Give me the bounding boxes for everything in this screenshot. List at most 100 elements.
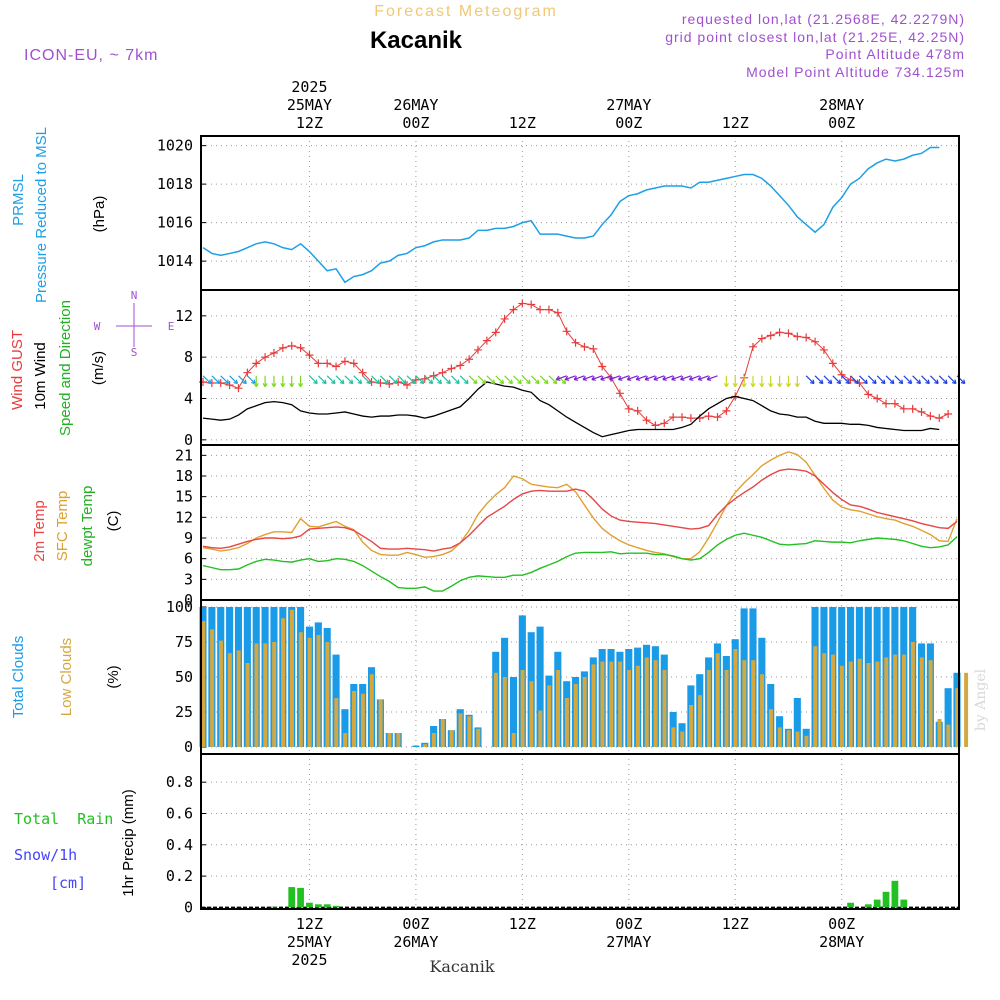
rain-bar xyxy=(297,887,304,908)
wind-arrow-head xyxy=(455,379,460,385)
rain-bar xyxy=(873,899,881,908)
top-time-label: 12Z xyxy=(296,114,323,132)
wind-arrow-head xyxy=(564,376,570,381)
low-cloud-bar xyxy=(476,728,481,747)
y-tick-label: 0.2 xyxy=(166,867,193,885)
gust-marker xyxy=(775,328,784,337)
low-cloud-bar xyxy=(352,691,357,747)
wind-arrow-head xyxy=(609,376,614,381)
gust-marker xyxy=(314,359,323,368)
wind-arrow-head xyxy=(925,379,930,385)
wind-direction-arrow xyxy=(442,375,451,384)
low-cloud-bar xyxy=(591,664,596,747)
bottom-time-label: 12Z xyxy=(296,915,323,933)
low-cloud-bar xyxy=(227,653,232,747)
wind-arrow-head xyxy=(827,379,833,385)
wind-direction-arrow xyxy=(947,375,957,384)
gust-marker xyxy=(527,300,536,309)
wind-arrow-head xyxy=(262,383,268,388)
gust-marker xyxy=(793,332,802,341)
low-cloud-bar xyxy=(937,719,942,747)
bottom-time-label: 12Z xyxy=(722,915,749,933)
low-cloud-bar xyxy=(298,632,303,747)
wind-arrow-head xyxy=(508,379,513,385)
low-cloud-bar xyxy=(955,688,960,747)
gust-marker xyxy=(403,381,412,390)
wind-direction-arrow xyxy=(823,375,833,384)
y-tick-label: 0 xyxy=(184,738,193,756)
low-cloud-bar xyxy=(839,665,844,747)
wind-direction-arrow xyxy=(424,375,433,384)
rain-label: Total Rain xyxy=(14,810,113,828)
gust-marker xyxy=(518,299,527,308)
wind-arrow-head xyxy=(626,376,632,381)
wind-direction-arrow xyxy=(600,375,612,381)
gust-marker xyxy=(598,362,607,371)
low-cloud-bar xyxy=(893,654,898,747)
gust-marker xyxy=(864,390,873,399)
low-cloud-bar xyxy=(582,677,587,747)
wind-arrow-head xyxy=(215,379,221,385)
wind-10m-line xyxy=(202,381,940,438)
gust-marker xyxy=(536,305,545,314)
wind-direction-arrow xyxy=(671,375,683,381)
wind-arrow-head xyxy=(898,379,904,385)
wind-arrow-head xyxy=(706,376,712,381)
gust-marker xyxy=(438,368,447,377)
low-cloud-bar xyxy=(919,657,924,747)
wind-direction-arrow xyxy=(379,375,389,384)
wind-arrow-head xyxy=(517,379,522,385)
low-cloud-bar xyxy=(369,674,374,747)
gust-marker xyxy=(332,362,341,371)
model-altitude: Model Point Altitude 734.125m xyxy=(746,64,965,80)
gust-marker xyxy=(678,413,687,422)
wind-direction-arrow xyxy=(406,375,416,384)
compass-n: N xyxy=(131,289,138,302)
low-cloud-bar xyxy=(857,658,862,747)
low-cloud-bar xyxy=(458,713,463,747)
wind-direction-arrow xyxy=(353,375,363,384)
low-cloud-bar xyxy=(236,650,241,747)
low-cloud-bar xyxy=(715,653,720,747)
temp-dewpt-label: dewpt Temp xyxy=(79,486,96,567)
wind-direction-arrow xyxy=(565,375,576,381)
y-tick-label: 0.4 xyxy=(166,836,193,854)
panels: 1014101610181020048120369121518210255075… xyxy=(157,135,969,916)
wind-arrow-head xyxy=(437,379,442,385)
wind-arrow-head xyxy=(330,379,336,385)
low-cloud-bar xyxy=(760,674,765,747)
low-cloud-bar xyxy=(866,663,871,747)
gust-marker xyxy=(890,399,899,408)
wind-arrow-head xyxy=(653,376,658,381)
wind-direction-arrow xyxy=(433,375,442,384)
total-cloud-bar xyxy=(341,709,349,747)
low-cloud-bar xyxy=(343,733,348,747)
low-cloud-bar xyxy=(502,677,507,747)
gust-marker xyxy=(713,413,722,422)
y-tick-label: 1020 xyxy=(157,137,193,155)
low-cloud-bar xyxy=(564,698,569,747)
wind-direction-arrow xyxy=(309,375,318,384)
wind-direction-arrow xyxy=(706,375,718,381)
gust-marker xyxy=(722,406,731,415)
bottom-time-label: 27MAY xyxy=(606,933,651,951)
gust-marker xyxy=(553,308,562,317)
low-cloud-bar xyxy=(644,657,649,747)
gust-marker xyxy=(828,359,837,368)
wind-direction-arrow xyxy=(459,375,469,384)
low-cloud-bar xyxy=(627,670,632,747)
wind-arrow-head xyxy=(907,379,913,385)
low-cloud-bar xyxy=(272,642,277,747)
gust-marker xyxy=(323,359,332,368)
wind-direction-arrow xyxy=(539,375,549,384)
point-altitude: Point Altitude 478m xyxy=(825,46,965,62)
wind-direction-arrow xyxy=(548,375,558,384)
gust-marker xyxy=(465,355,474,364)
gust-marker xyxy=(837,370,846,379)
low-cloud-bar xyxy=(396,733,401,747)
low-cloud-bar xyxy=(786,730,791,747)
low-cloud-bar xyxy=(697,695,702,747)
gust-marker xyxy=(615,389,624,398)
gust-marker xyxy=(686,414,695,423)
wind-direction-arrow xyxy=(921,375,930,384)
